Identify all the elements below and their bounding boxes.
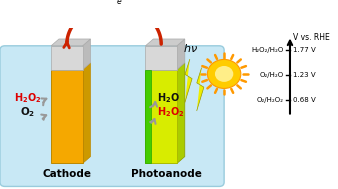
Bar (51, 46, 82, 70)
Text: Cathode: Cathode (42, 169, 91, 179)
Text: V vs. RHE: V vs. RHE (293, 33, 330, 42)
Text: H₂O₂/H₂O: H₂O₂/H₂O (252, 47, 284, 53)
Polygon shape (197, 68, 204, 111)
Text: 1.77 V: 1.77 V (293, 47, 316, 53)
Text: $\mathbf{H_2O_2}$: $\mathbf{H_2O_2}$ (157, 105, 185, 119)
Text: 1.23 V: 1.23 V (293, 72, 316, 78)
Text: 0.68 V: 0.68 V (293, 97, 316, 103)
Text: O₂/H₂O₂: O₂/H₂O₂ (257, 97, 284, 103)
Polygon shape (145, 39, 185, 46)
Polygon shape (177, 39, 185, 70)
Polygon shape (82, 39, 91, 70)
Text: $\mathbf{O_2}$: $\mathbf{O_2}$ (20, 105, 35, 119)
Text: Photoanode: Photoanode (131, 169, 201, 179)
Polygon shape (177, 63, 185, 163)
Text: $\mathbf{H_2O}$: $\mathbf{H_2O}$ (157, 91, 180, 105)
Text: O₂/H₂O: O₂/H₂O (260, 72, 284, 78)
Text: $e^-$: $e^-$ (116, 0, 128, 7)
Bar (145, 70, 177, 163)
Text: $h\nu$: $h\nu$ (183, 42, 198, 54)
Circle shape (208, 59, 241, 88)
Bar (51, 70, 82, 163)
Text: $\mathbf{H_2O_2}$: $\mathbf{H_2O_2}$ (14, 91, 42, 105)
Circle shape (215, 66, 233, 82)
Bar (145, 70, 151, 163)
Polygon shape (185, 59, 192, 102)
Polygon shape (51, 39, 91, 46)
Bar (145, 46, 177, 70)
Polygon shape (82, 63, 91, 163)
Circle shape (114, 0, 130, 9)
FancyBboxPatch shape (0, 46, 224, 186)
